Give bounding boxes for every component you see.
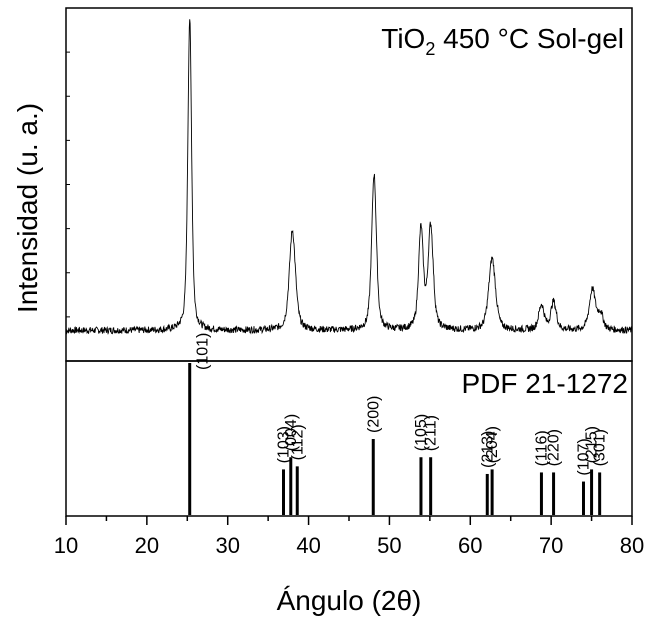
x-tick-label: 20	[135, 533, 159, 558]
reference-hkl-label: (200)	[365, 396, 382, 433]
reference-hkl-label: (213)	[479, 431, 496, 468]
reference-hkl-label: (103)	[276, 426, 293, 463]
x-tick-label: 40	[296, 533, 320, 558]
x-tick-label: 30	[215, 533, 239, 558]
reference-hkl-label: (211)	[423, 415, 440, 451]
reference-hkl-label: (301)	[592, 429, 609, 466]
x-tick-label: 80	[620, 533, 644, 558]
reference-pdf-label: PDF 21-1272	[461, 368, 628, 399]
x-axis: 10 20 30 40 50 60 70 80	[54, 516, 644, 558]
reference-hkl-label: (107)	[576, 438, 593, 475]
y-axis-title: Intensidad (u. a.)	[12, 103, 43, 313]
x-tick-label: 60	[458, 533, 482, 558]
x-tick-label: 70	[539, 533, 563, 558]
x-tick-label: 10	[54, 533, 78, 558]
reference-hkl-label: (112)	[289, 424, 306, 460]
xrd-pattern-line	[65, 19, 633, 335]
reference-hkl-label: (220)	[546, 429, 563, 466]
x-tick-label: 50	[377, 533, 401, 558]
reference-hkl-label: (105)	[413, 414, 430, 451]
reference-hkl-label: (116)	[533, 430, 550, 466]
reference-hkl-label: (004)	[283, 414, 300, 451]
x-axis-title: Ángulo (2θ)	[277, 585, 422, 616]
reference-labels: (101) (103)(004)(112) (200) (105)(211) (213)…	[195, 333, 609, 476]
sample-label: TiO2 450 °C Sol-gel	[381, 23, 624, 59]
reference-lines	[188, 363, 602, 515]
top-panel-frame	[65, 7, 633, 362]
reference-hkl-label: (204)	[484, 426, 501, 463]
top-panel-ticks	[66, 51, 70, 318]
reference-hkl-label: (101)	[195, 333, 212, 370]
reference-hkl-label: (215)	[584, 426, 601, 463]
